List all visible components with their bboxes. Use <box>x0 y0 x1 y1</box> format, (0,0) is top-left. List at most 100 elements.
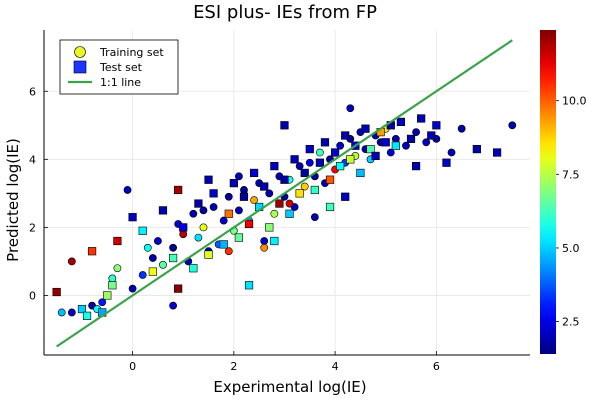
test-point <box>492 148 502 157</box>
training-point <box>148 254 157 262</box>
identity-line <box>56 39 513 348</box>
training-point <box>57 308 66 317</box>
test-point <box>168 253 178 263</box>
test-point <box>325 175 335 184</box>
test-point <box>336 162 345 171</box>
training-point <box>265 189 274 198</box>
training-point <box>199 223 208 232</box>
training-point <box>194 233 203 242</box>
test-point <box>275 199 284 208</box>
test-point <box>52 287 61 297</box>
training-point <box>143 243 152 252</box>
test-point <box>325 202 335 212</box>
test-point <box>472 145 481 154</box>
test-point <box>391 141 400 150</box>
training-point <box>159 260 167 269</box>
training-point <box>270 209 279 218</box>
y-tick-label: 4 <box>29 153 36 166</box>
training-point <box>108 274 117 283</box>
test-point <box>270 236 279 246</box>
training-point <box>260 237 269 245</box>
training-point <box>336 141 345 150</box>
test-point <box>285 209 294 218</box>
training-point <box>305 158 314 167</box>
test-point <box>432 121 441 130</box>
test-point <box>229 179 238 188</box>
test-point <box>249 168 259 178</box>
test-point <box>280 121 289 130</box>
test-point <box>158 206 168 215</box>
test-point <box>219 240 228 249</box>
legend: Training set Test set 1:1 line <box>59 39 179 95</box>
test-point <box>189 264 198 273</box>
legend-label: 1:1 line <box>100 76 141 89</box>
training-point <box>386 148 395 157</box>
plot-area: 0 2 4 6 0 2 4 6 <box>29 30 530 373</box>
test-point <box>411 162 421 171</box>
training-point <box>240 186 248 194</box>
legend-label: Training set <box>99 46 164 59</box>
training-point <box>447 148 456 157</box>
colorbar: 2.5 5.0 7.5 10.0 <box>540 30 587 354</box>
training-point <box>235 206 243 215</box>
training-point <box>67 308 76 317</box>
test-point <box>346 155 355 164</box>
test-point <box>310 185 319 195</box>
test-point <box>356 168 365 178</box>
training-point <box>138 271 147 279</box>
training-point <box>224 247 233 256</box>
test-point <box>174 284 183 293</box>
data-points <box>52 104 517 320</box>
colorbar-tick-label: 10.0 <box>562 95 587 108</box>
test-point <box>148 267 157 276</box>
x-tick-label: 4 <box>332 360 339 373</box>
test-point <box>179 223 188 232</box>
training-point <box>422 138 431 147</box>
test-point <box>305 145 314 154</box>
training-point <box>235 172 243 181</box>
chart-title: ESI plus- IEs from FP <box>193 2 377 23</box>
training-point <box>113 264 122 273</box>
test-point <box>204 250 213 259</box>
training-point <box>295 162 304 171</box>
test-point <box>224 209 233 218</box>
test-point <box>396 117 406 126</box>
training-point <box>508 121 517 130</box>
training-point <box>260 243 269 252</box>
training-point <box>346 104 355 113</box>
test-point <box>270 162 279 171</box>
test-point <box>341 131 350 140</box>
training-point <box>224 192 233 201</box>
test-point <box>113 236 122 246</box>
training-point <box>209 203 218 211</box>
training-point <box>285 199 294 208</box>
training-point <box>402 141 410 150</box>
training-point <box>123 186 132 194</box>
test-point <box>300 168 309 178</box>
y-tick-label: 2 <box>29 221 36 234</box>
training-point <box>391 135 400 143</box>
test-point <box>366 145 375 154</box>
x-axis-label: Experimental log(IE) <box>213 378 366 396</box>
test-point <box>371 151 380 161</box>
test-point <box>108 281 117 290</box>
training-point <box>179 230 188 239</box>
colorbar-tick-label: 5.0 <box>562 242 580 255</box>
test-point <box>103 291 112 300</box>
test-point <box>341 192 350 201</box>
y-axis-label: Predicted log(IE) <box>4 138 22 262</box>
training-point <box>169 243 177 252</box>
training-point <box>316 148 324 157</box>
training-point <box>457 124 466 133</box>
legend-label: Test set <box>99 61 143 74</box>
test-point <box>174 185 183 195</box>
y-tick-label: 0 <box>29 289 36 302</box>
test-point <box>244 219 254 229</box>
test-point <box>87 247 97 256</box>
test-point <box>204 175 213 184</box>
test-point <box>427 131 436 140</box>
test-point <box>406 134 416 144</box>
test-point <box>417 114 426 123</box>
